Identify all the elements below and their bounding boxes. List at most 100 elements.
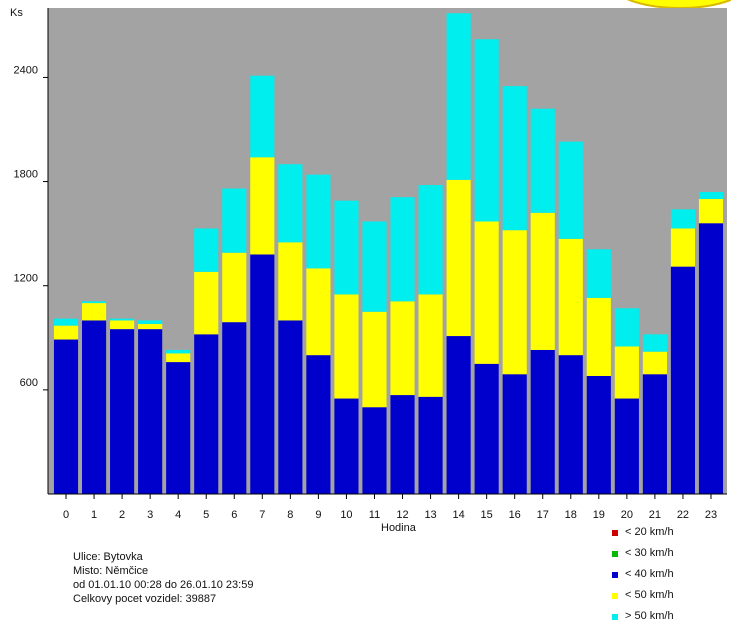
- legend-swatch: [612, 592, 618, 599]
- bar-segment: [642, 374, 667, 494]
- decorative-yellow-ellipse: [626, 0, 731, 9]
- bar-segment: [110, 329, 135, 494]
- bar-segment: [586, 249, 611, 298]
- x-tick-label: 19: [593, 509, 605, 521]
- legend-item: < 30 km/h: [612, 543, 674, 564]
- bar-segment: [642, 334, 667, 352]
- x-tick-label: 11: [369, 509, 380, 521]
- x-tick-label: 6: [231, 509, 237, 521]
- bar-segment: [446, 336, 471, 494]
- bar-segment: [222, 322, 247, 494]
- x-tick-label: 8: [287, 509, 293, 521]
- bar-segment: [474, 39, 499, 222]
- bar-segment: [390, 395, 415, 494]
- legend-label: < 30 km/h: [625, 547, 674, 559]
- bar-segment: [614, 398, 639, 494]
- info-block: Ulice: Bytovka Misto: Němčice od 01.01.1…: [73, 550, 253, 606]
- bar-segment: [250, 254, 275, 494]
- info-street: Ulice: Bytovka: [73, 551, 143, 563]
- legend-item: < 50 km/h: [612, 585, 674, 606]
- legend-swatch: [612, 529, 618, 536]
- bar-segment: [558, 141, 583, 239]
- bar-segment: [194, 271, 219, 335]
- x-tick-label: 1: [91, 509, 97, 521]
- bar-segment: [334, 200, 359, 295]
- x-tick-label: 4: [175, 509, 181, 521]
- bar-segment: [53, 325, 79, 340]
- x-axis-label: Hodina: [381, 522, 416, 534]
- bar-segment: [334, 294, 359, 399]
- bar-segment: [306, 355, 331, 494]
- legend-item: < 20 km/h: [612, 522, 674, 543]
- bar-segment: [390, 301, 415, 396]
- bar-segment: [502, 86, 527, 231]
- bar-segment: [278, 242, 303, 321]
- bar-segment: [138, 323, 163, 330]
- bar-segment: [642, 351, 667, 375]
- x-tick-label: 18: [565, 509, 577, 521]
- bar-segment: [194, 228, 219, 272]
- bar-segment: [446, 179, 471, 337]
- bar-segment: [278, 164, 303, 243]
- x-tick-label: 13: [424, 509, 436, 521]
- bar-segment: [82, 320, 107, 494]
- legend-swatch: [612, 550, 618, 557]
- info-period: od 01.01.10 00:28 do 26.01.10 23:59: [73, 579, 254, 591]
- bar-segment: [222, 252, 247, 323]
- bar-segment: [530, 212, 555, 350]
- y-tick-label: 1800: [14, 169, 38, 181]
- bar-segment: [670, 209, 695, 229]
- x-tick-label: 21: [649, 509, 661, 521]
- bar-segment: [558, 355, 583, 494]
- bar-segment: [586, 375, 611, 494]
- x-tick-label: 2: [119, 509, 125, 521]
- x-tick-label: 3: [147, 509, 153, 521]
- x-tick-label: 15: [481, 509, 493, 521]
- bar-segment: [698, 223, 724, 495]
- bar-segment: [138, 320, 163, 324]
- bar-segment: [334, 398, 359, 494]
- bar-segment: [670, 228, 695, 267]
- y-tick-label: 2400: [14, 64, 38, 76]
- legend-item: > 50 km/h: [612, 606, 674, 626]
- bar-segment: [474, 363, 499, 494]
- bar-segment: [362, 311, 387, 408]
- bar-segment: [418, 294, 443, 397]
- bar-segment: [362, 221, 387, 312]
- bar-segment: [53, 339, 79, 494]
- bar-segment: [362, 407, 387, 494]
- bar-segment: [530, 108, 555, 213]
- bars-layer: [53, 13, 724, 495]
- bar-segment: [698, 191, 724, 199]
- bar-segment: [166, 349, 191, 354]
- x-tick-label: 5: [203, 509, 209, 521]
- y-tick-label: 1200: [14, 273, 38, 285]
- y-tick-label: 600: [20, 377, 38, 389]
- bar-segment: [194, 334, 219, 494]
- x-tick-label: 22: [677, 509, 689, 521]
- x-tick-label: 20: [621, 509, 633, 521]
- x-tick-label: 17: [537, 509, 549, 521]
- bar-segment: [250, 157, 275, 255]
- legend-swatch: [612, 571, 618, 578]
- x-tick-label: 23: [705, 509, 717, 521]
- x-tick-label: 9: [315, 509, 321, 521]
- bar-segment: [586, 297, 611, 376]
- bar-segment: [558, 238, 583, 356]
- bar-segment: [53, 318, 79, 326]
- bar-segment: [110, 318, 135, 321]
- legend-label: > 50 km/h: [625, 610, 674, 622]
- bar-segment: [250, 75, 275, 158]
- x-tick-label: 7: [259, 509, 265, 521]
- info-total: Celkovy pocet vozidel: 39887: [73, 593, 217, 605]
- bar-segment: [390, 197, 415, 302]
- x-tick-label: 12: [396, 509, 408, 521]
- x-tick-label: 14: [452, 509, 464, 521]
- bar-segment: [306, 268, 331, 356]
- bar-segment: [418, 396, 443, 494]
- bar-segment: [530, 349, 555, 494]
- legend-item: < 40 km/h: [612, 564, 674, 585]
- x-tick-label: 10: [340, 509, 352, 521]
